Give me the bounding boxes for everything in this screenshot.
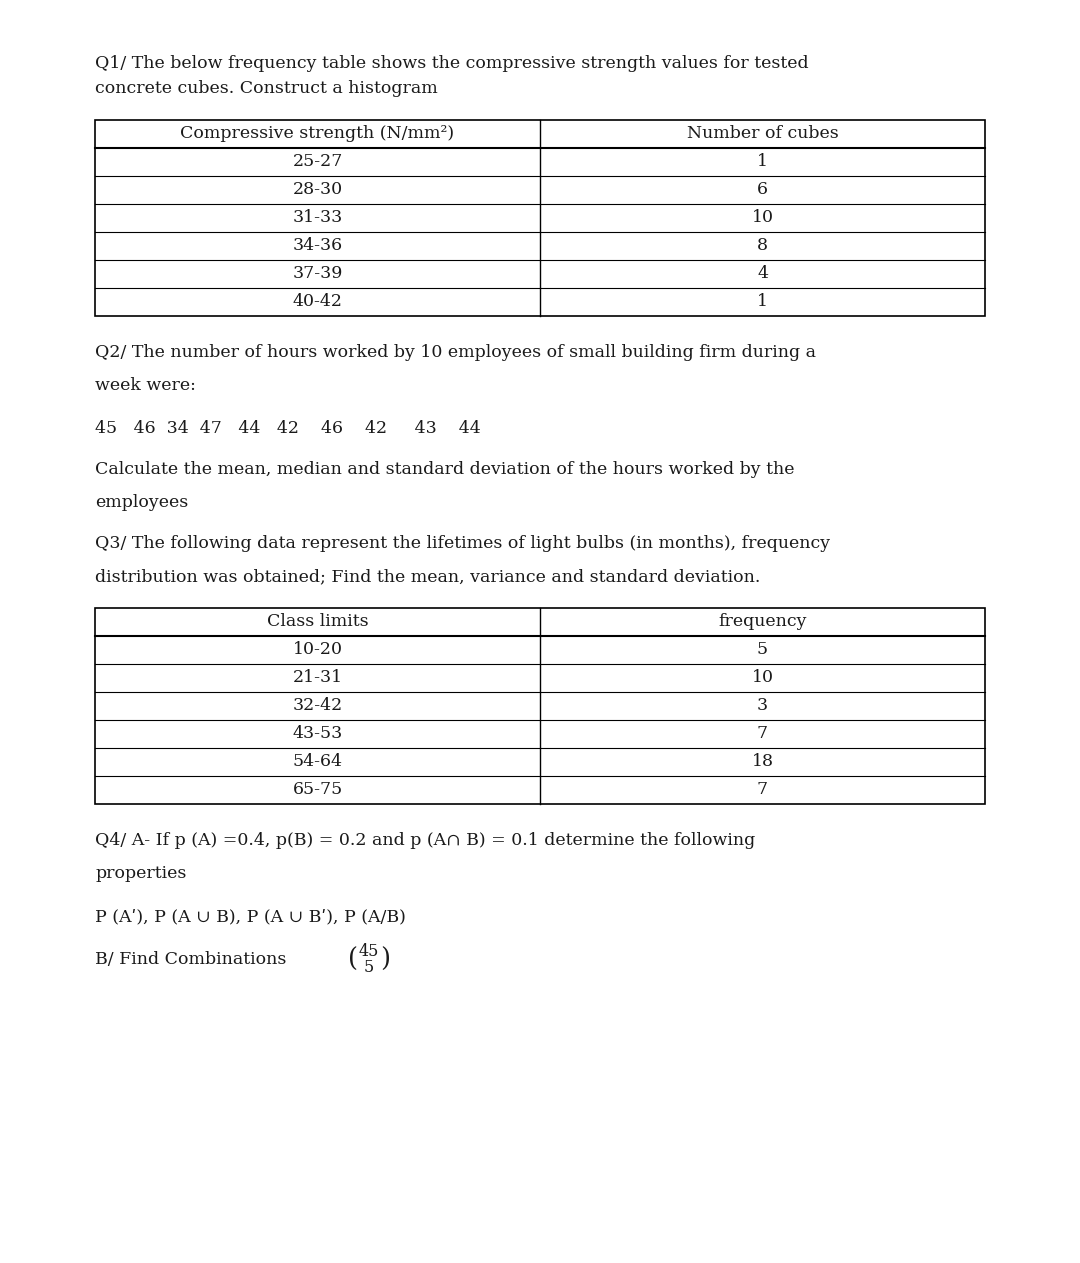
Text: P (Aʹ), P (A ∪ B), P (A ∪ Bʹ), P (A/B): P (Aʹ), P (A ∪ B), P (A ∪ Bʹ), P (A/B) (95, 908, 406, 925)
Text: 4: 4 (757, 265, 768, 283)
Text: 10: 10 (752, 669, 773, 687)
Text: properties: properties (95, 865, 187, 882)
Text: 8: 8 (757, 237, 768, 255)
Text: 54-64: 54-64 (293, 754, 342, 770)
Text: Q1/ The below frequency table shows the compressive strength values for tested: Q1/ The below frequency table shows the … (95, 56, 809, 72)
Text: 45: 45 (359, 942, 379, 960)
Text: 25-27: 25-27 (293, 154, 342, 171)
Text: Class limits: Class limits (267, 614, 368, 630)
Text: 10: 10 (752, 210, 773, 226)
Text: 1: 1 (757, 293, 768, 311)
Bar (95, 608, 985, 805)
Text: week were:: week were: (95, 376, 195, 394)
Text: Number of cubes: Number of cubes (687, 125, 838, 143)
Text: frequency: frequency (718, 614, 807, 630)
Text: 37-39: 37-39 (293, 265, 342, 283)
Text: Compressive strength (N/mm²): Compressive strength (N/mm²) (180, 125, 455, 143)
Text: 32-42: 32-42 (293, 697, 342, 715)
Text: (: ( (348, 946, 357, 971)
Text: 34-36: 34-36 (293, 237, 342, 255)
Text: 5: 5 (364, 959, 374, 975)
Text: 10-20: 10-20 (293, 642, 342, 658)
Text: 6: 6 (757, 182, 768, 198)
Text: 43-53: 43-53 (293, 725, 342, 743)
Text: 28-30: 28-30 (293, 182, 342, 198)
Text: 21-31: 21-31 (293, 669, 342, 687)
Text: 1: 1 (757, 154, 768, 171)
Text: 65-75: 65-75 (293, 782, 342, 798)
Text: 3: 3 (757, 697, 768, 715)
Text: Calculate the mean, median and standard deviation of the hours worked by the: Calculate the mean, median and standard … (95, 461, 795, 477)
Text: 45   46  34  47   44   42    46    42     43    44: 45 46 34 47 44 42 46 42 43 44 (95, 421, 481, 437)
Text: concrete cubes. Construct a histogram: concrete cubes. Construct a histogram (95, 80, 437, 97)
Text: distribution was obtained; Find the mean, variance and standard deviation.: distribution was obtained; Find the mean… (95, 568, 760, 585)
Text: B/ Find Combinations: B/ Find Combinations (95, 951, 292, 967)
Text: ): ) (380, 946, 390, 971)
Text: 5: 5 (757, 642, 768, 658)
Text: Q4/ A- If p (A) =0.4, p(B) = 0.2 and p (A∩ B) = 0.1 determine the following: Q4/ A- If p (A) =0.4, p(B) = 0.2 and p (… (95, 832, 755, 849)
Text: 7: 7 (757, 725, 768, 743)
Text: employees: employees (95, 494, 188, 512)
Text: 18: 18 (752, 754, 773, 770)
Bar (95, 120, 985, 316)
Text: Q2/ The number of hours worked by 10 employees of small building firm during a: Q2/ The number of hours worked by 10 emp… (95, 344, 816, 361)
Text: 31-33: 31-33 (293, 210, 342, 226)
Text: 40-42: 40-42 (293, 293, 342, 311)
Text: Q3/ The following data represent the lifetimes of light bulbs (in months), frequ: Q3/ The following data represent the lif… (95, 536, 831, 552)
Text: 7: 7 (757, 782, 768, 798)
